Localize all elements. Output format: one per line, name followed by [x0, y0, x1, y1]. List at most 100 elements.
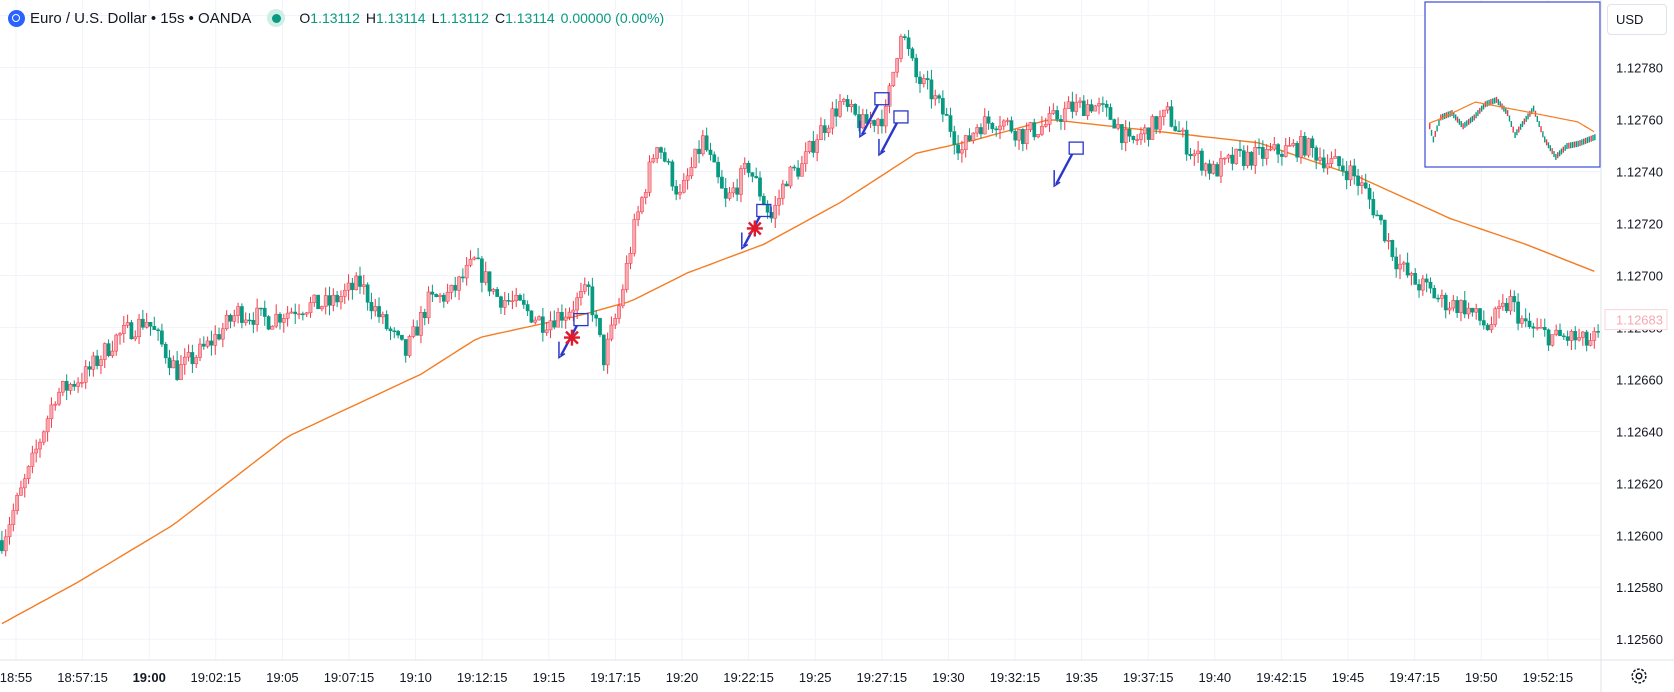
candle-body [502, 300, 507, 308]
candle-body [521, 300, 526, 305]
candle-body [1527, 320, 1532, 328]
candle-body [152, 326, 157, 331]
minimap-candle [1558, 150, 1561, 157]
symbol-title[interactable]: Euro / U.S. Dollar • 15s • OANDA [30, 9, 252, 27]
minimap-candle [1564, 144, 1566, 151]
candle-body [1249, 151, 1254, 166]
signal-star-icon [563, 329, 580, 346]
box-marker [573, 312, 589, 327]
candle-body [411, 326, 416, 337]
minimap-candle [1557, 152, 1559, 159]
candle-body [160, 330, 164, 345]
minimap-candle [1479, 107, 1481, 114]
market-status-icon[interactable] [267, 9, 286, 27]
minimap-candle [1545, 139, 1548, 146]
candle-body [15, 495, 19, 511]
candle-body [655, 147, 659, 159]
candle-body [1070, 101, 1075, 112]
currency-button[interactable]: USD [1607, 4, 1667, 35]
candle-body [1493, 308, 1498, 325]
candle-body [937, 95, 941, 99]
candle-body [1405, 262, 1410, 276]
minimap-candle [1555, 154, 1557, 160]
candle-body [480, 258, 484, 283]
minimap-candle [1488, 99, 1490, 106]
candle-body [57, 391, 61, 405]
candle-body [1523, 318, 1528, 322]
minimap-candle [1480, 105, 1483, 112]
candle-body [1120, 124, 1124, 144]
y-axis-tick-label: 1.12720 [1616, 216, 1663, 231]
candle-body [247, 319, 252, 322]
x-axis-tick-label: 19:05 [266, 670, 299, 685]
candle-body [407, 336, 412, 356]
candle-body [1535, 327, 1539, 329]
x-axis-tick-label: 19:07:15 [324, 670, 375, 685]
candle-body [118, 333, 122, 336]
candle-body [289, 311, 294, 314]
candle-body [38, 441, 42, 450]
y-axis-tick-label: 1.12660 [1616, 372, 1663, 387]
candle-body [834, 108, 839, 117]
x-axis-tick-label: 19:30 [932, 670, 965, 685]
candle-body [461, 276, 465, 279]
candle-body [1264, 149, 1269, 159]
symbol-legend: Euro / U.S. Dollar • 15s • OANDA O1.1311… [8, 7, 664, 29]
ohlc-open: O1.13112 [299, 10, 360, 26]
minimap-candle [1581, 139, 1583, 146]
candle-body [3, 536, 8, 552]
minimap-candle [1590, 135, 1592, 142]
candle-body [365, 284, 370, 303]
candle-body [1036, 134, 1040, 138]
candle-body [659, 147, 663, 153]
minimap-candle [1471, 115, 1474, 122]
x-axis-tick-label: 19:35 [1065, 670, 1098, 685]
minimap-candle [1508, 115, 1511, 122]
candle-body [609, 324, 614, 340]
candle-body [982, 116, 987, 135]
minimap-candle [1579, 140, 1581, 147]
candle-body [899, 36, 903, 59]
x-axis-tick-label: 19:32:15 [990, 670, 1041, 685]
candle-body [1333, 156, 1338, 159]
candle-body [301, 313, 305, 316]
minimap-inset[interactable] [1424, 1, 1601, 168]
candle-body [1558, 329, 1562, 337]
candle-body [331, 294, 336, 306]
candle-body [640, 197, 644, 213]
x-axis-tick-label: 19:25 [799, 670, 832, 685]
candle-body [1043, 124, 1048, 127]
candle-body [1459, 300, 1463, 313]
candle-body [880, 118, 884, 127]
candle-body [704, 135, 709, 151]
candle-body [1344, 170, 1349, 181]
gear-icon[interactable] [1628, 665, 1650, 687]
minimap-candle [1462, 123, 1464, 130]
candle-body [1123, 129, 1128, 144]
candle-body [369, 302, 374, 312]
x-axis-tick-label: 18:55 [0, 670, 32, 685]
candle-body [1085, 104, 1090, 117]
candle-body [240, 306, 244, 323]
candle-body [761, 196, 766, 205]
minimap-candle [1531, 108, 1533, 115]
candle-body [1501, 302, 1505, 307]
candle-body [91, 355, 96, 370]
x-axis-tick-label: 19:17:15 [590, 670, 641, 685]
y-axis-tick-label: 1.12780 [1616, 61, 1663, 76]
candle-body [1584, 331, 1589, 346]
candle-body [49, 404, 54, 419]
minimap-candle [1583, 138, 1585, 145]
candle-body [1062, 108, 1067, 122]
candle-body [1302, 136, 1307, 156]
candle-body [87, 366, 92, 370]
minimap-candle [1464, 121, 1466, 128]
candle-body [632, 219, 637, 254]
candle-body [601, 334, 606, 366]
candle-body [742, 163, 747, 169]
x-axis-tick-label: 19:47:15 [1389, 670, 1440, 685]
candle-body [1371, 199, 1376, 216]
candle-body [1401, 262, 1406, 265]
candle-body [1028, 122, 1033, 130]
